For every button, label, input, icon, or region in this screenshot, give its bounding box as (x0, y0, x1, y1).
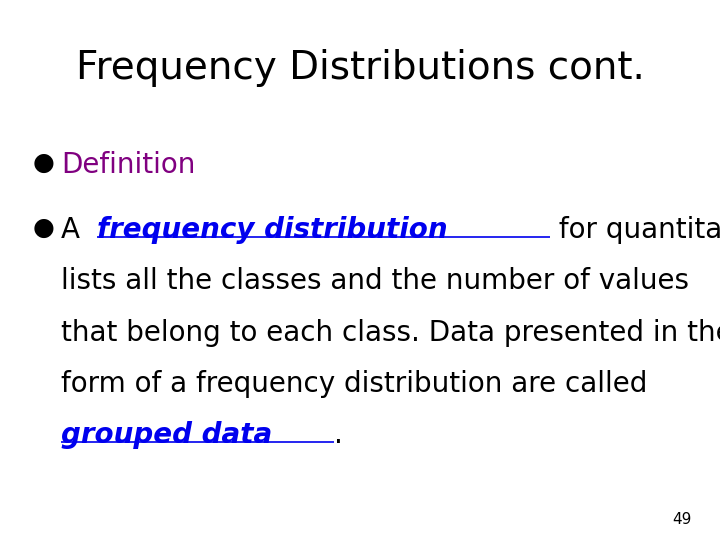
Text: A: A (61, 216, 89, 244)
Text: form of a frequency distribution are called: form of a frequency distribution are cal… (61, 370, 647, 398)
Text: ●: ● (32, 151, 54, 175)
Text: Frequency Distributions cont.: Frequency Distributions cont. (76, 49, 644, 86)
Text: frequency distribution: frequency distribution (97, 216, 448, 244)
Text: for quantitative data: for quantitative data (549, 216, 720, 244)
Text: .: . (334, 421, 343, 449)
Text: that belong to each class. Data presented in the: that belong to each class. Data presente… (61, 319, 720, 347)
Text: grouped data: grouped data (61, 421, 272, 449)
Text: 49: 49 (672, 511, 691, 526)
Text: ●: ● (32, 216, 54, 240)
Text: lists all the classes and the number of values: lists all the classes and the number of … (61, 267, 689, 295)
Text: Definition: Definition (61, 151, 196, 179)
